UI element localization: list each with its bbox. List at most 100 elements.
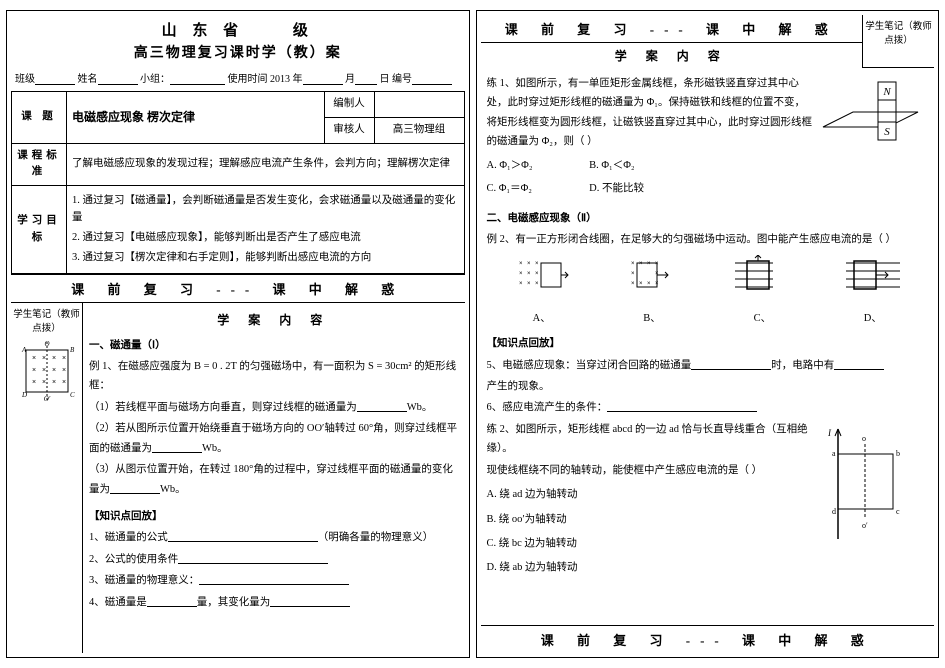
name-label: 姓名 <box>78 74 98 85</box>
body-col-2: N S 练 1、如图所示，有一单匝矩形金属线框，条形磁铁竖直穿过其中心处，此时穿… <box>481 68 935 625</box>
svg-text:×: × <box>42 355 46 362</box>
svg-text:×: × <box>527 271 531 277</box>
svg-text:A: A <box>21 346 27 354</box>
opt-d-label: D、 <box>818 309 928 328</box>
svg-text:×: × <box>32 367 36 374</box>
svg-text:×: × <box>519 271 523 277</box>
review-heading-2: 【知识点回放】 <box>487 334 929 353</box>
review-4: 4、磁通量是量，其变化量为 <box>89 593 459 612</box>
review-heading-1: 【知识点回放】 <box>89 507 459 526</box>
doc-title: 高三物理复习课时学（教）案 <box>11 42 465 62</box>
r4b: 量，其变化量为 <box>197 597 271 608</box>
opt-c-label: C、 <box>707 309 817 328</box>
figure-rect-wire: I a b c d o o′ <box>818 424 928 544</box>
review-5: 5、电磁感应现象：当穿过闭合回路的磁通量时，电路中有 <box>487 356 929 375</box>
doc-heading: 山 东 省 级 高三物理复习课时学（教）案 <box>11 15 465 68</box>
review-2: 2、公式的使用条件 <box>89 550 459 569</box>
topic-text: 电磁感应现象 楞次定律 <box>67 92 325 144</box>
blank <box>98 74 138 85</box>
standard-label: 课程标准 <box>12 143 67 186</box>
goal-2: 2. 通过复习【电磁感应现象】，能够判断出是否产生了感应电流 <box>72 230 459 247</box>
review-5c: 产生的现象。 <box>487 377 929 396</box>
svg-text:×: × <box>647 261 651 267</box>
month-label: 月 <box>345 74 355 85</box>
margin-notes-right: 学生笔记（教师点拨） <box>862 15 934 68</box>
ex1-q3-b: Wb。 <box>160 484 186 495</box>
blank <box>691 359 771 370</box>
blank <box>270 596 350 607</box>
svg-text:×: × <box>62 355 66 362</box>
blank <box>607 401 757 412</box>
svg-text:I: I <box>827 428 832 438</box>
ex1-q1-b: Wb。 <box>407 402 433 413</box>
svg-text:o: o <box>862 434 866 443</box>
svg-text:×: × <box>631 271 635 277</box>
level: 级 <box>293 23 314 39</box>
goal-1: 1. 通过复习【磁通量】，会判断磁通量是否发生变化，会求磁通量以及磁通量的变化量 <box>72 193 459 227</box>
sub-heading-1: 学 案 内 容 <box>89 307 459 333</box>
body-col-1: 学 案 内 容 一、磁通量（Ⅰ） 例 1、在磁感应强度为 B = 0 . 2T … <box>83 303 465 653</box>
meta-table: 课 题 电磁感应现象 楞次定律 编制人 审核人 高三物理组 课程标准 了解电磁感… <box>11 91 465 274</box>
svg-text:×: × <box>52 355 56 362</box>
svg-text:×: × <box>519 281 523 287</box>
blank <box>147 596 197 607</box>
section-heading-1: 课 前 复 习 --- 课 中 解 惑 <box>11 274 465 303</box>
q2-opt-b: ×××××××××× B、 <box>597 255 707 328</box>
day-label: 日 编号 <box>380 74 413 85</box>
sec-1-title: 一、磁通量（Ⅰ） <box>89 336 459 355</box>
goal-cell: 1. 通过复习【磁通量】，会判断磁通量是否发生变化，会求磁通量以及磁通量的变化量… <box>67 186 465 274</box>
reviewer-label: 审核人 <box>324 117 374 143</box>
ex1-intro: 例 1、在磁感应强度为 B = 0 . 2T 的匀强磁场中，有一面积为 S = … <box>89 357 459 396</box>
ex1-q1-a: （1）若线框平面与磁场方向垂直，则穿过线框的磁通量为 <box>89 402 357 413</box>
svg-text:×: × <box>32 379 36 386</box>
blank <box>110 483 160 494</box>
q1-opt-a: A. Φ₁＞Φ₂ <box>487 156 587 175</box>
r1b: （明确各量的物理意义） <box>318 532 434 543</box>
ex1-q3: （3）从图示位置开始，在转过 180°角的过程中，穿过线框平面的磁通量的变化量为… <box>89 460 459 499</box>
svg-text:×: × <box>52 367 56 374</box>
review-1: 1、磁通量的公式（明确各量的物理意义） <box>89 528 459 547</box>
blank <box>303 74 343 85</box>
r6: 6、感应电流产生的条件： <box>487 402 608 413</box>
class-label: 班级 <box>15 74 35 85</box>
figure-square-field: O O′ A B D C ×××× ×××× ×××× <box>16 340 78 402</box>
author-label: 编制人 <box>324 92 374 118</box>
q2-opt-a: ××××××××× A、 <box>487 255 597 328</box>
svg-text:b: b <box>896 449 900 458</box>
sec-2-title: 二、电磁感应现象（Ⅱ） <box>487 209 929 228</box>
q2-options: ××××××××× A、 ×××××××××× B、 C、 D、 <box>487 255 929 328</box>
svg-text:×: × <box>647 281 651 287</box>
ex1-q1: （1）若线框平面与磁场方向垂直，则穿过线框的磁通量为 Wb。 <box>89 398 459 417</box>
svg-text:×: × <box>52 379 56 386</box>
review-6: 6、感应电流产生的条件： <box>487 398 929 417</box>
svg-text:d: d <box>832 507 836 516</box>
svg-text:B: B <box>70 346 75 354</box>
province: 山 东 省 <box>162 23 245 39</box>
opt-b-label: B、 <box>597 309 707 328</box>
margin-note-label: 学生笔记（教师点拨） <box>13 306 80 334</box>
svg-text:×: × <box>631 281 635 287</box>
svg-text:×: × <box>535 281 539 287</box>
opt-a-label: A、 <box>487 309 597 328</box>
author-cell <box>374 92 464 118</box>
q3-opt-d: D. 绕 ab 边为轴转动 <box>487 558 929 577</box>
content-row-1: 学生笔记（教师点拨） O O′ A B D C ×××× ×××× ×××× 学… <box>11 303 465 653</box>
section-heading-2: 课 前 复 习 --- 课 中 解 惑 <box>481 15 863 43</box>
page-right: 课 前 复 习 --- 课 中 解 惑 学 案 内 容 学生笔记（教师点拨） N… <box>476 10 940 658</box>
page-left: 山 东 省 级 高三物理复习课时学（教）案 班级 姓名 小组： 使用时间 201… <box>6 10 470 658</box>
svg-text:D: D <box>21 391 27 399</box>
q2-text: 例 2、有一正方形闭合线圈，在足够大的匀强磁场中运动。图中能产生感应电流的是（ … <box>487 230 929 249</box>
svg-text:C: C <box>70 391 75 399</box>
blank <box>168 531 318 542</box>
r5b: 时，电路中有 <box>771 360 834 371</box>
ex1-q2: （2）若从图所示位置开始绕垂直于磁场方向的 OO′轴转过 60°角，则穿过线框平… <box>89 419 459 458</box>
goal-label: 学习目标 <box>12 186 67 274</box>
ex1-q2-a: （2）若从图所示位置开始绕垂直于磁场方向的 OO′轴转过 60°角，则穿过线框平… <box>89 423 457 453</box>
student-info-line: 班级 姓名 小组： 使用时间 2013 年 月 日 编号 <box>15 70 461 85</box>
svg-text:×: × <box>42 379 46 386</box>
svg-text:×: × <box>535 271 539 277</box>
blank <box>199 574 349 585</box>
r2: 2、公式的使用条件 <box>89 554 178 565</box>
q2-opt-d: D、 <box>818 255 928 328</box>
ex1-q2-b: Wb。 <box>202 443 228 454</box>
